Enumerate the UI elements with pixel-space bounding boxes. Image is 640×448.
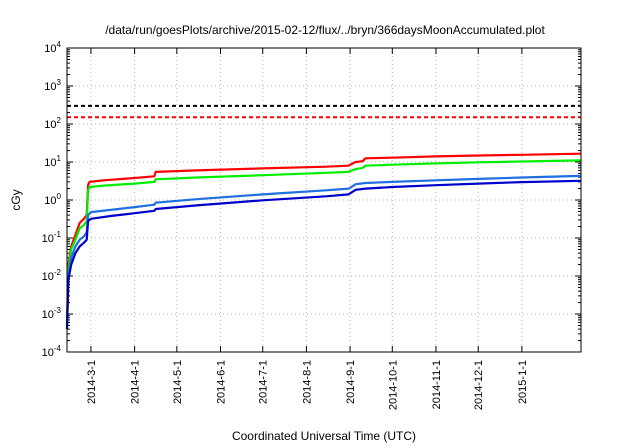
data-series (65, 152, 582, 330)
plot-frame (66, 47, 582, 353)
series-line (65, 174, 582, 326)
threshold-lines (67, 104, 581, 119)
y-tick-label: 10-2 (42, 268, 62, 283)
x-tick-label: 2014-12-1 (473, 360, 485, 410)
x-tick-label: 2015-1-1 (517, 360, 529, 404)
series-line (65, 152, 582, 323)
x-tick-label: 2014-10-1 (387, 360, 399, 410)
x-tick-label: 2014-9-1 (345, 360, 357, 404)
y-tick-label: 101 (44, 154, 61, 169)
y-axis: 10-4 10-3 10-2 10-1 100 101 102 103 104 (42, 40, 581, 359)
x-tick-label: 2014-11-1 (431, 360, 443, 409)
y-tick-label: 100 (44, 192, 61, 207)
y-axis-label: cGy (9, 189, 23, 210)
y-tick-label: 10-3 (42, 306, 62, 321)
y-tick-label: 102 (44, 116, 61, 131)
chart-title: /data/run/goesPlots/archive/2015-02-12/f… (105, 23, 545, 37)
x-tick-label: 2014-4-1 (130, 360, 142, 404)
x-tick-label: 2014-6-1 (215, 360, 227, 404)
y-tick-label: 104 (44, 40, 61, 55)
series-line (65, 179, 582, 330)
y-tick-label: 103 (44, 78, 61, 93)
x-tick-label: 2014-7-1 (258, 360, 270, 404)
x-axis-label: Coordinated Universal Time (UTC) (232, 429, 416, 443)
y-tick-label: 10-1 (42, 230, 62, 245)
x-tick-label: 2014-5-1 (172, 360, 184, 404)
x-tick-label: 2014-8-1 (301, 360, 313, 404)
grid (67, 48, 581, 352)
series-line (65, 159, 582, 330)
x-axis: 2014-3-1 2014-4-1 2014-5-1 2014-6-1 2014-7-1… (86, 48, 529, 410)
y-tick-label: 10-4 (42, 344, 62, 359)
x-tick-label: 2014-3-1 (86, 360, 98, 404)
